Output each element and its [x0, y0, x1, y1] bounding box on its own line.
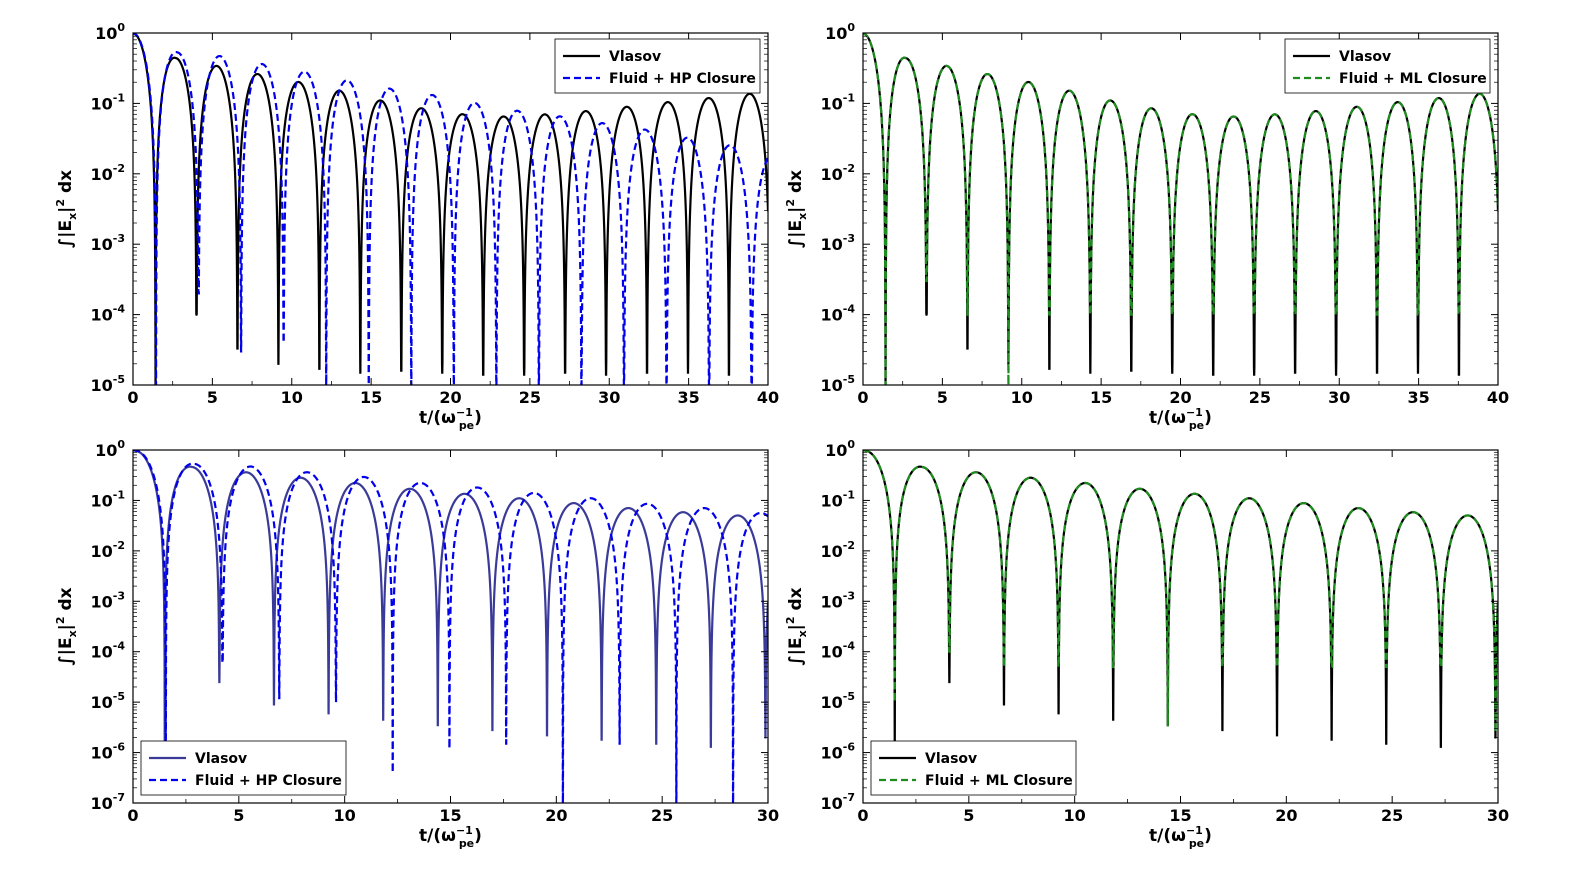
x-tick-label: 40 — [757, 388, 779, 407]
y-tick-label: 10-6 — [91, 741, 126, 763]
y-tick-label: 10-2 — [821, 539, 856, 561]
legend-label: Fluid + ML Closure — [1339, 71, 1487, 87]
y-tick-label: 10-6 — [821, 741, 856, 763]
chart-panel-top-left: 0 5 10 15 20 25 30 35 40 10-5 10-4 10-3 10-2 10-1 100 t… — [54, 21, 779, 432]
x-tick-label: 25 — [1381, 806, 1403, 825]
y-tick-label: 10-4 — [91, 303, 126, 325]
y-tick-label: 10-3 — [821, 589, 856, 611]
x-tick-label: 10 — [281, 388, 303, 407]
x-tick-label: 0 — [127, 388, 138, 407]
x-tick-label: 10 — [1064, 806, 1086, 825]
y-tick-label: 10-3 — [821, 232, 856, 254]
y-tick-label: 10-1 — [821, 91, 856, 113]
y-tick-label: 10-4 — [91, 640, 126, 662]
x-tick-label: 15 — [360, 388, 382, 407]
y-tick-label: 10-3 — [91, 589, 126, 611]
x-tick-label: 30 — [598, 388, 620, 407]
chart-panel-bottom-left: 0 5 10 15 20 25 30 10-7 10-6 10-5 10-4 10-3 10-2 10-1… — [54, 438, 779, 850]
series-line-fluid-hp-closure — [133, 33, 768, 385]
y-tick-label: 100 — [95, 438, 125, 460]
x-axis-label: t/(ω−1 pe) — [419, 824, 482, 850]
y-tick-label: 100 — [825, 21, 855, 43]
series-line-vlasov — [863, 450, 1498, 748]
y-tick-label: 10-5 — [91, 373, 126, 395]
series-line-fluid-ml-closure — [863, 450, 1498, 734]
x-tick-label: 5 — [207, 388, 218, 407]
series-line-vlasov — [133, 33, 768, 385]
x-tick-label: 25 — [1249, 388, 1271, 407]
y-tick-label: 100 — [825, 438, 855, 460]
x-tick-label: 15 — [1169, 806, 1191, 825]
x-axis-label: t/(ω−1 pe) — [1149, 824, 1212, 850]
y-tick-label: 10-5 — [91, 690, 126, 712]
y-tick-label: 100 — [95, 21, 125, 43]
y-tick-label: 10-5 — [821, 690, 856, 712]
x-tick-label: 5 — [963, 806, 974, 825]
x-tick-label: 0 — [857, 806, 868, 825]
y-tick-label: 10-5 — [821, 373, 856, 395]
y-tick-label: 10-2 — [91, 539, 126, 561]
x-tick-label: 10 — [1011, 388, 1033, 407]
x-tick-label: 0 — [857, 388, 868, 407]
x-tick-label: 35 — [677, 388, 699, 407]
y-tick-label: 10-2 — [821, 162, 856, 184]
legend-label: Fluid + HP Closure — [195, 773, 342, 789]
x-tick-label: 15 — [439, 806, 461, 825]
x-tick-label: 20 — [1275, 806, 1297, 825]
chart-panel-bottom-right: 0 5 10 15 20 25 30 10-7 10-6 10-5 10-4 10-3 10-2 10-1… — [784, 438, 1509, 850]
legend-label: Vlasov — [925, 751, 977, 767]
y-axis-label: ∫|Ex|2 dx — [54, 170, 79, 248]
chart-panel-top-right: 0 5 10 15 20 25 30 35 40 10-5 10-4 10-3 10-2 10-1 100 t… — [784, 21, 1509, 432]
x-tick-label: 25 — [651, 806, 673, 825]
y-axis-label: ∫|Ex|2 dx — [54, 587, 79, 665]
legend-box — [140, 740, 347, 796]
y-tick-label: 10-7 — [91, 791, 126, 813]
legend-box — [554, 38, 761, 94]
x-tick-label: 15 — [1090, 388, 1112, 407]
series-line-fluid-ml-closure — [863, 33, 1498, 385]
x-tick-label: 25 — [519, 388, 541, 407]
legend-label: Fluid + ML Closure — [925, 773, 1073, 789]
y-tick-label: 10-1 — [821, 488, 856, 510]
y-axis-label: ∫|Ex|2 dx — [784, 170, 809, 248]
legend-label: Vlasov — [195, 751, 247, 767]
y-tick-label: 10-4 — [821, 640, 856, 662]
y-tick-label: 10-1 — [91, 91, 126, 113]
legend-label: Vlasov — [609, 49, 661, 65]
legend-label: Vlasov — [1339, 49, 1391, 65]
legend-label: Fluid + HP Closure — [609, 71, 756, 87]
x-tick-label: 30 — [1487, 806, 1509, 825]
x-tick-label: 20 — [1169, 388, 1191, 407]
x-tick-label: 0 — [127, 806, 138, 825]
y-tick-label: 10-7 — [821, 791, 856, 813]
x-tick-label: 40 — [1487, 388, 1509, 407]
x-tick-label: 30 — [1328, 388, 1350, 407]
x-axis-label: t/(ω−1 pe) — [1149, 406, 1212, 432]
y-tick-label: 10-3 — [91, 232, 126, 254]
legend-box — [1284, 38, 1491, 94]
x-tick-label: 35 — [1407, 388, 1429, 407]
y-tick-label: 10-1 — [91, 488, 126, 510]
y-tick-label: 10-4 — [821, 303, 856, 325]
x-tick-label: 5 — [937, 388, 948, 407]
x-tick-label: 5 — [233, 806, 244, 825]
y-tick-label: 10-2 — [91, 162, 126, 184]
x-tick-label: 20 — [545, 806, 567, 825]
x-tick-label: 10 — [334, 806, 356, 825]
legend-box — [870, 740, 1077, 796]
y-axis-label: ∫|Ex|2 dx — [784, 587, 809, 665]
x-tick-label: 20 — [439, 388, 461, 407]
x-axis-label: t/(ω−1 pe) — [419, 406, 482, 432]
series-line-vlasov — [133, 450, 768, 748]
x-tick-label: 30 — [757, 806, 779, 825]
